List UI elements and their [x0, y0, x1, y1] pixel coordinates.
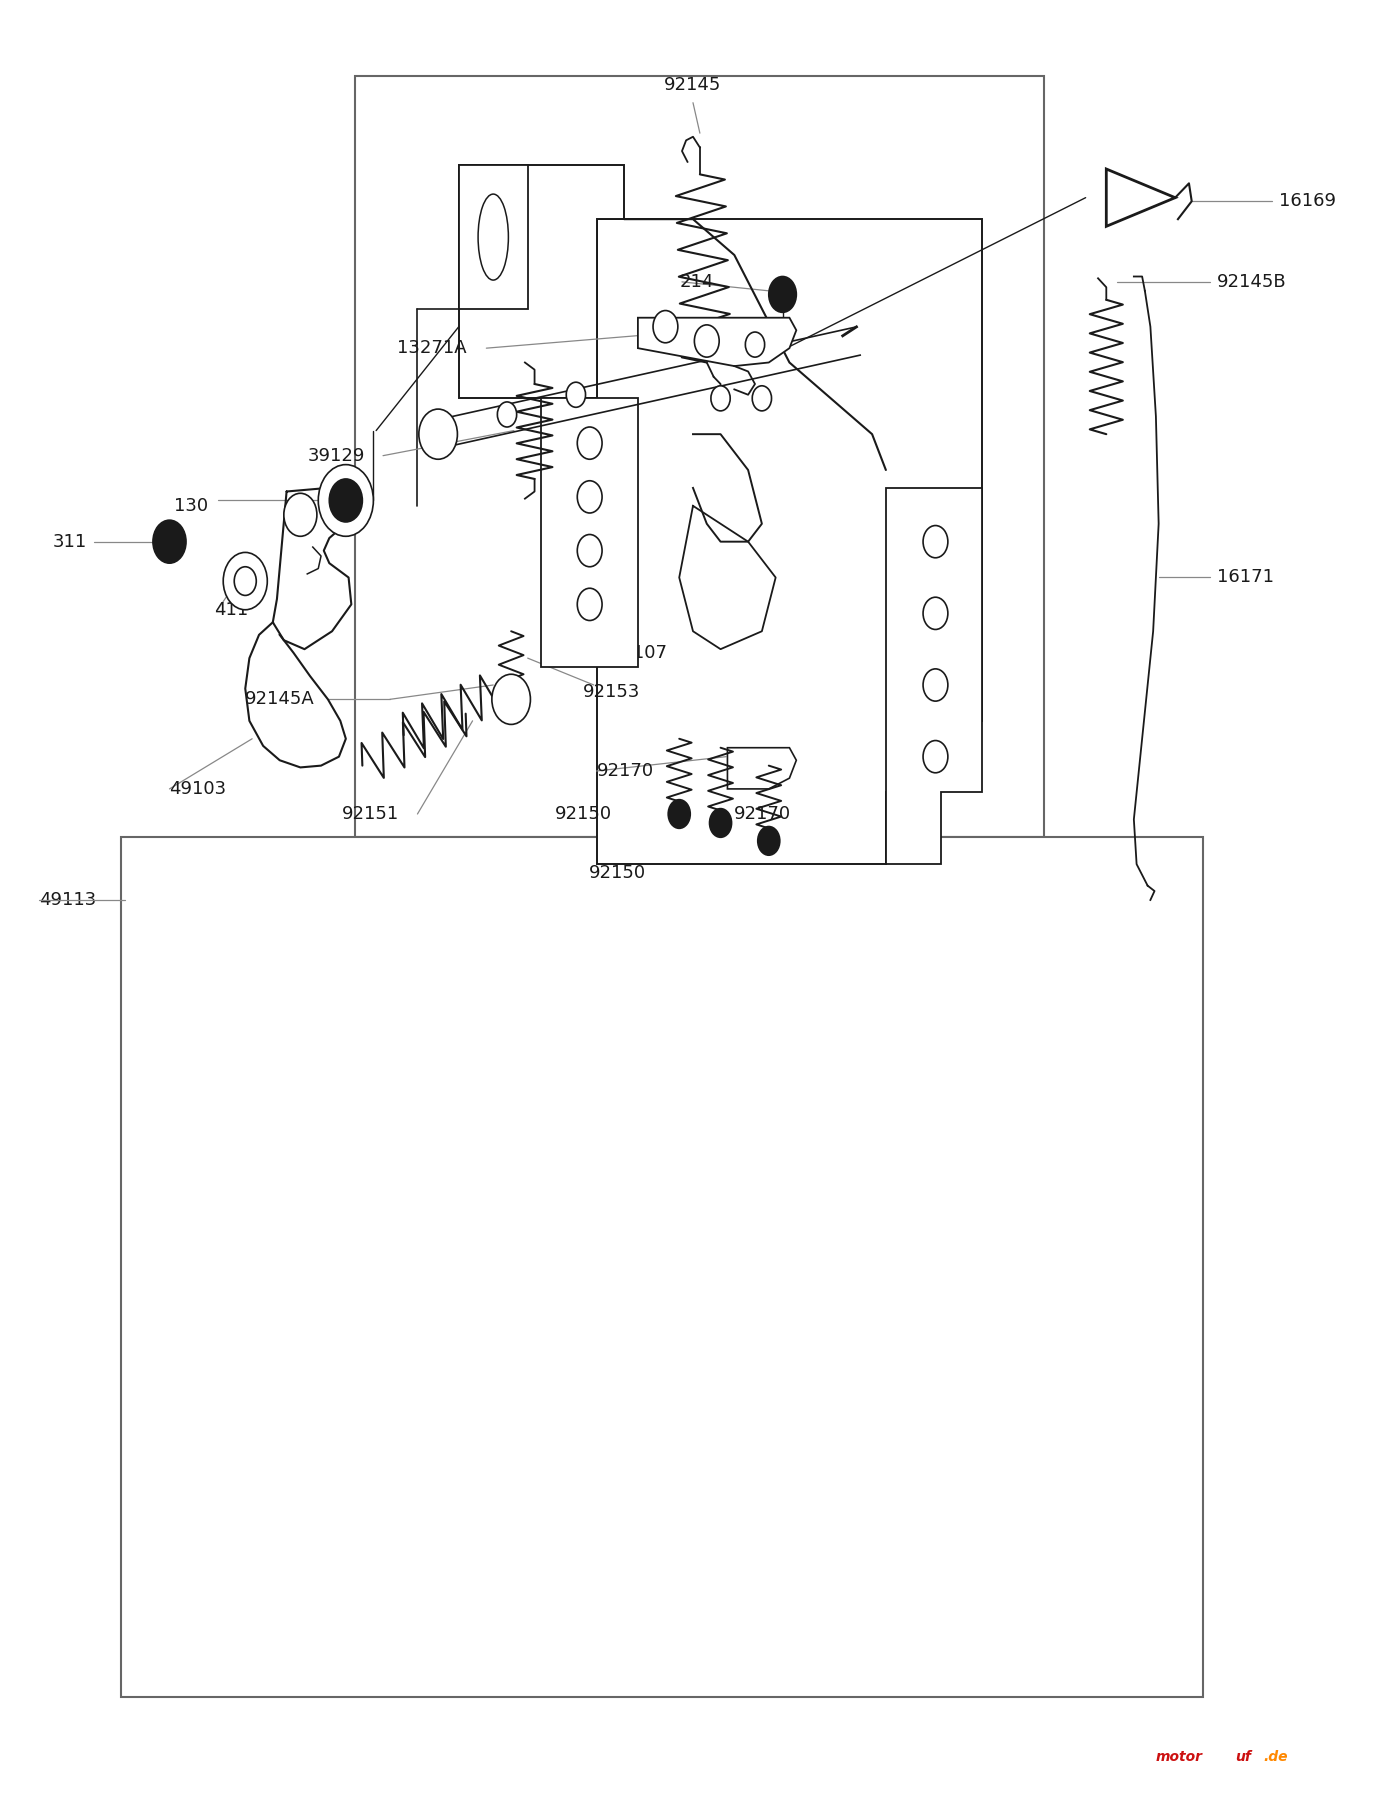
Circle shape — [284, 493, 317, 536]
Ellipse shape — [478, 194, 509, 281]
Circle shape — [234, 567, 256, 596]
Text: 13107: 13107 — [610, 644, 667, 662]
Text: motor: motor — [1156, 1750, 1203, 1764]
Text: 49113: 49113 — [39, 891, 96, 909]
Circle shape — [578, 427, 602, 459]
Circle shape — [711, 385, 730, 410]
Polygon shape — [596, 220, 983, 864]
Polygon shape — [728, 747, 797, 788]
Text: uf: uf — [1235, 1750, 1252, 1764]
Circle shape — [758, 826, 780, 855]
Polygon shape — [886, 488, 983, 864]
Circle shape — [653, 311, 678, 342]
Text: 311: 311 — [53, 533, 87, 551]
Bar — [355, 76, 1044, 837]
Circle shape — [668, 799, 690, 828]
Circle shape — [753, 385, 772, 410]
Circle shape — [923, 526, 948, 558]
Circle shape — [419, 409, 457, 459]
Circle shape — [578, 481, 602, 513]
Circle shape — [769, 277, 797, 313]
Text: 16171: 16171 — [1217, 569, 1274, 587]
Text: 92151: 92151 — [342, 805, 399, 823]
Text: 16169: 16169 — [1278, 193, 1336, 211]
Circle shape — [578, 589, 602, 621]
Polygon shape — [459, 166, 624, 398]
Circle shape — [923, 740, 948, 772]
Circle shape — [746, 331, 765, 356]
Text: 92170: 92170 — [596, 761, 654, 779]
Polygon shape — [638, 319, 797, 365]
Bar — [121, 837, 1203, 1697]
Circle shape — [578, 535, 602, 567]
Text: 92145B: 92145B — [1217, 274, 1286, 292]
Text: 92145A: 92145A — [245, 691, 315, 709]
Text: 92153: 92153 — [582, 684, 640, 702]
Circle shape — [492, 675, 531, 724]
Text: 13271A: 13271A — [396, 338, 467, 356]
Text: 214: 214 — [679, 274, 714, 292]
Text: 39129: 39129 — [308, 446, 365, 464]
Polygon shape — [542, 398, 638, 668]
Text: 411: 411 — [213, 601, 248, 619]
Polygon shape — [459, 166, 528, 310]
Text: .de: .de — [1264, 1750, 1288, 1764]
Text: 92150: 92150 — [589, 864, 646, 882]
Circle shape — [694, 324, 719, 356]
Circle shape — [319, 464, 373, 536]
Circle shape — [923, 598, 948, 630]
Polygon shape — [1106, 169, 1175, 227]
Text: 92145: 92145 — [664, 76, 722, 94]
Circle shape — [498, 401, 517, 427]
Text: 49103: 49103 — [169, 779, 227, 797]
Text: 92150: 92150 — [556, 805, 613, 823]
Circle shape — [710, 808, 732, 837]
Circle shape — [152, 520, 186, 563]
Text: 92170: 92170 — [735, 805, 791, 823]
Circle shape — [330, 479, 362, 522]
Circle shape — [923, 670, 948, 702]
Circle shape — [567, 382, 585, 407]
Circle shape — [223, 553, 267, 610]
Text: 130: 130 — [173, 497, 208, 515]
